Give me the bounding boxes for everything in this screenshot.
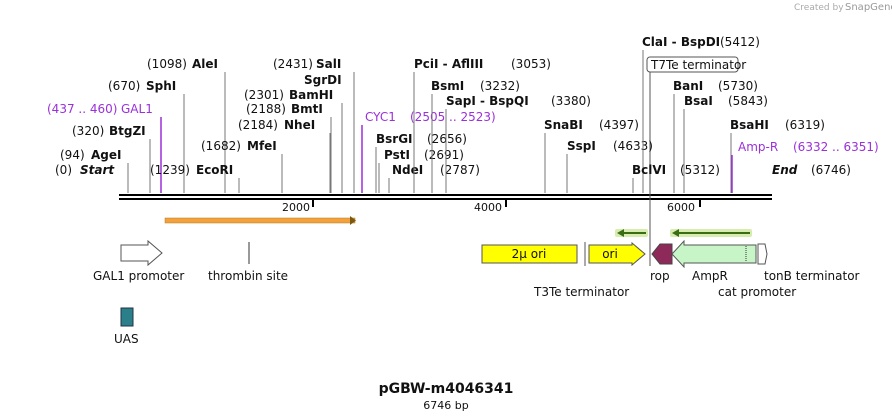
site-position: (2505 .. 2523): [410, 110, 496, 124]
site-name: Start: [80, 163, 115, 177]
feature-label: rop: [650, 269, 670, 283]
site-position: (1239): [150, 163, 190, 177]
site-position: (5843): [728, 94, 768, 108]
site-position: (5412): [720, 35, 760, 49]
ruler-label: 2000: [282, 201, 310, 214]
site-position: (1682): [201, 139, 241, 153]
gal1-promoter: [120, 239, 163, 267]
t7te-terminator: [646, 56, 739, 73]
feature-label: GAL1 promoter: [93, 269, 184, 283]
uas: [120, 307, 134, 327]
site-position: (2656): [427, 132, 467, 146]
site-name: EcoRI: [196, 163, 233, 177]
site-name: BsaI: [684, 94, 713, 108]
site-name: ClaI - BspDI: [642, 35, 720, 49]
site-name: SnaBI: [544, 118, 583, 132]
site-name: End: [772, 163, 798, 177]
feature-label: thrombin site: [208, 269, 288, 283]
site-name: PstI: [384, 148, 410, 162]
site-name: BsaHI: [730, 118, 769, 132]
site-position: (320): [72, 124, 104, 138]
site-position: (2188): [246, 102, 286, 116]
site-position: (6332 .. 6351): [793, 140, 879, 154]
site-name: GAL1: [121, 102, 153, 116]
feature-label: UAS: [114, 332, 139, 346]
orf-arrowhead: [350, 216, 356, 225]
site-name: BamHI: [289, 88, 333, 102]
site-name: BmtI: [291, 102, 323, 116]
site-name: PciI - AflIII: [414, 57, 483, 71]
credit: Created by: [794, 3, 844, 13]
site-position: (5730): [718, 79, 758, 93]
site-position: (1098): [147, 57, 187, 71]
rop: [651, 243, 673, 265]
feature-label: T7Te terminator: [650, 58, 746, 72]
site-position: (2184): [238, 118, 278, 132]
site-position: (2431): [273, 57, 313, 71]
ruler-label: 4000: [474, 201, 502, 214]
site-position: (670): [108, 79, 140, 93]
two-micron-ori: [481, 244, 578, 264]
site-position: (4397): [599, 118, 639, 132]
brand: SnapGene: [845, 2, 892, 13]
feature-label: AmpR: [692, 269, 728, 283]
site-name: AgeI: [91, 148, 121, 162]
site-name: SspI: [567, 139, 596, 153]
tonb-terminator: [757, 243, 768, 265]
site-position: (3232): [480, 79, 520, 93]
ampr: [671, 239, 757, 269]
orf-arrowhead: [617, 229, 624, 237]
site-name: SgrDI: [304, 73, 342, 87]
feature-label: T3Te terminator: [533, 285, 629, 299]
ori: [588, 241, 646, 267]
site-position: (3380): [551, 94, 591, 108]
site-name: SapI - BspQI: [446, 94, 529, 108]
orf-bar: [164, 217, 356, 224]
site-name: SphI: [146, 79, 176, 93]
feature-label: 2μ ori: [512, 247, 547, 261]
site-position: (2787): [440, 163, 480, 177]
site-position: (5312): [680, 163, 720, 177]
site-position: (6319): [785, 118, 825, 132]
feature-label: tonB terminator: [764, 269, 860, 283]
feature-label: cat promoter: [718, 285, 796, 299]
site-name: NheI: [284, 118, 315, 132]
site-name: AleI: [192, 57, 218, 71]
feature-label: ori: [602, 247, 618, 261]
site-name: BclVI: [632, 163, 666, 177]
site-position: (94): [60, 148, 85, 162]
site-position: (0): [55, 163, 72, 177]
site-position: (2691): [424, 148, 464, 162]
map-title: pGBW-m4046341: [379, 381, 514, 397]
site-position: (3053): [511, 57, 551, 71]
site-position: (6746): [811, 163, 851, 177]
site-name: MfeI: [247, 139, 277, 153]
site-position: (437 .. 460): [47, 102, 117, 116]
site-position: (4633): [613, 139, 653, 153]
site-name: BsrGI: [376, 132, 413, 146]
site-position: (2301): [244, 88, 284, 102]
site-name: NdeI: [392, 163, 423, 177]
site-name: Amp-R: [738, 140, 778, 154]
site-name: SalI: [316, 57, 341, 71]
map-subtitle: 6746 bp: [423, 399, 468, 412]
ruler-label: 6000: [667, 201, 695, 214]
site-name: BanI: [673, 79, 703, 93]
site-name: BtgZI: [109, 124, 146, 138]
site-name: BsmI: [431, 79, 464, 93]
orf-arrowhead: [672, 229, 679, 237]
site-name: CYC1: [365, 110, 396, 124]
